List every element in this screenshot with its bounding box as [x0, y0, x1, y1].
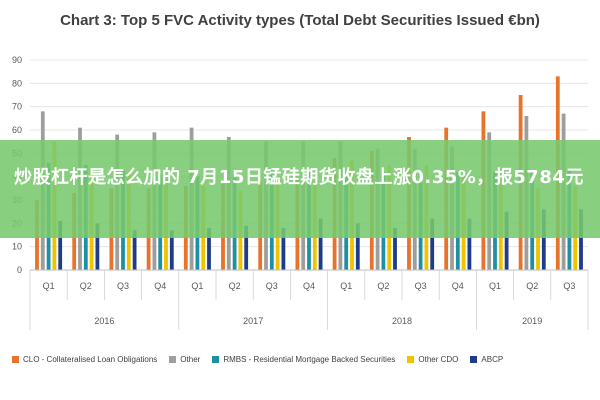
bar	[244, 225, 249, 270]
x-tick-label: Q1	[191, 281, 203, 291]
bar	[132, 230, 137, 270]
y-tick-label: 90	[12, 55, 22, 65]
legend-label: ABCP	[481, 354, 504, 364]
legend-entry: RMBS - Residential Mortgage Backed Secur…	[212, 355, 395, 364]
bar	[355, 223, 360, 270]
overlay-headline: 炒股杠杆是怎么加的 7月15日锰硅期货收盘上涨0.35%，报5784元	[14, 167, 584, 188]
x-tick-label: Q3	[415, 281, 427, 291]
x-tick-label: Q4	[154, 281, 166, 291]
bar	[467, 218, 472, 270]
legend-entry: Other CDO	[407, 355, 458, 364]
x-tick-label: Q1	[489, 281, 501, 291]
bar	[504, 211, 509, 270]
y-tick-label: 10	[12, 242, 22, 252]
legend: CLO - Collateralised Loan Obligations Oth…	[12, 351, 597, 367]
legend-swatch	[12, 355, 19, 363]
overlay-banner: 炒股杠杆是怎么加的 7月15日锰硅期货收盘上涨0.35%，报5784元	[0, 140, 600, 238]
legend-swatch	[407, 355, 415, 363]
bar	[95, 223, 100, 270]
legend-entry: CLO - Collateralised Loan Obligations	[12, 355, 157, 364]
x-tick-label: Q1	[340, 281, 352, 291]
bar	[579, 209, 583, 270]
bar	[207, 228, 211, 270]
bar	[169, 230, 174, 270]
y-tick-label: 70	[12, 102, 22, 112]
x-tick-label: Q2	[526, 281, 538, 291]
chart-title: Chart 3: Top 5 FVC Activity types (Total…	[60, 12, 540, 29]
x-tick-label: Q2	[229, 281, 241, 291]
x-tick-label: Q2	[80, 281, 92, 291]
legend-label: Other CDO	[418, 354, 459, 364]
legend-label: RMBS - Residential Mortgage Backed Secur…	[223, 354, 396, 364]
y-tick-label: 0	[17, 265, 22, 275]
x-tick-label: Q1	[43, 281, 55, 291]
legend-label: CLO - Collateralised Loan Obligations	[23, 354, 158, 364]
year-label: 2018	[392, 316, 412, 326]
bar	[58, 221, 63, 270]
x-tick-label: Q2	[377, 281, 389, 291]
year-label: 2017	[243, 316, 263, 326]
legend-entry: Other	[169, 355, 200, 364]
legend-entry: ABCP	[470, 355, 503, 364]
bar	[541, 209, 546, 270]
y-tick-label: 60	[12, 125, 22, 135]
year-label: 2019	[522, 316, 542, 326]
bar	[430, 218, 435, 270]
year-label: 2016	[94, 316, 114, 326]
legend-label: Other	[180, 354, 201, 364]
x-tick-label: Q4	[452, 281, 464, 291]
x-axis: Q1 Q2 Q3 Q4 Q1 Q2 Q3 Q4 Q1 Q2 Q3 Q4 Q1 Q2 Q3 2016 2017 20…	[29, 269, 589, 330]
x-tick-label: Q3	[563, 281, 575, 291]
x-tick-label: Q4	[303, 281, 315, 291]
x-tick-label: Q3	[117, 281, 129, 291]
legend-swatch	[169, 355, 177, 363]
x-tick-label: Q3	[266, 281, 278, 291]
legend-swatch	[212, 355, 220, 363]
bar	[393, 228, 397, 270]
legend-swatch	[470, 355, 478, 363]
y-tick-label: 80	[12, 78, 22, 88]
bar	[318, 218, 323, 270]
bar	[281, 228, 286, 270]
